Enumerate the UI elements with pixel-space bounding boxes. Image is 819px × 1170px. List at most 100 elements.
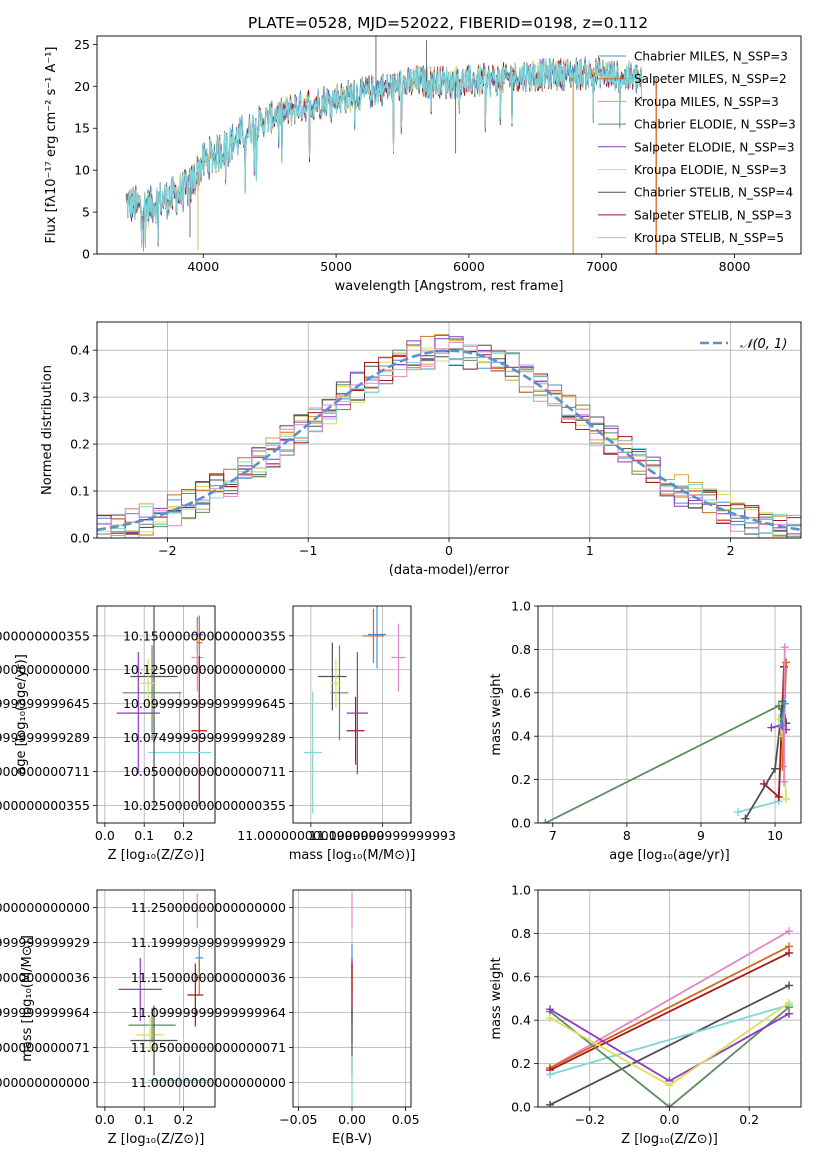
y-tick-label: 0.6 bbox=[511, 685, 531, 700]
y-tick-label: 10.050000000000000711 bbox=[0, 764, 90, 779]
x-tick-label: 0.0 bbox=[95, 1112, 115, 1127]
axes-frame bbox=[96, 889, 216, 1108]
weight-marker-salpeter_miles bbox=[778, 762, 787, 771]
legend-label-kroupa_stelib: Kroupa STELIB, N_SSP=5 bbox=[634, 231, 784, 245]
x-tick-label: 9 bbox=[697, 828, 705, 843]
weight-line-salpeter_miles bbox=[549, 945, 790, 1069]
y-tick-label: 11.00000000000000000 bbox=[0, 1075, 90, 1090]
weight-marker-chabrier_stelib bbox=[785, 981, 794, 990]
y-tick-label: 0.4 bbox=[511, 729, 531, 744]
x-axis-label: Z [log₁₀(Z/Z⊙)] bbox=[108, 848, 205, 863]
x-tick-label: −2 bbox=[158, 543, 176, 558]
x-axis-label: mass [log₁₀(M/M⊙)] bbox=[289, 848, 416, 863]
y-axis-label: Flux [fλ10⁻¹⁷ erg cm⁻² s⁻¹ A⁻¹] bbox=[44, 47, 59, 244]
weight-marker-pink bbox=[780, 643, 789, 652]
y-tick-label: 0.3 bbox=[70, 390, 90, 405]
weight-marker-chabrier_stelib bbox=[741, 814, 750, 823]
y-tick-label: 11.09999999999999964 bbox=[131, 1005, 286, 1020]
legend-label-kroupa_elodie: Kroupa ELODIE, N_SSP=3 bbox=[634, 163, 787, 177]
x-axis-label: Z [log₁₀(Z/Z⊙)] bbox=[621, 1132, 718, 1147]
x-tick-label: 0.2 bbox=[739, 1112, 759, 1127]
y-tick-label: 0.0 bbox=[511, 1100, 531, 1115]
y-tick-label: 0.2 bbox=[511, 1056, 531, 1071]
y-tick-label: 11.19999999999999929 bbox=[0, 935, 90, 950]
weight-marker-kroupa_stelib bbox=[545, 1070, 554, 1079]
y-tick-label: 10.025000000000000355 bbox=[0, 798, 90, 813]
x-tick-label: 0.1 bbox=[134, 1112, 154, 1127]
plot-area-mass_weight_vs_z bbox=[545, 927, 794, 1107]
y-tick-label: 11.00000000000000000 bbox=[131, 1075, 286, 1090]
y-tick-label: 10.150000000000000355 bbox=[123, 628, 286, 643]
weight-marker-chabrier_stelib bbox=[771, 764, 780, 773]
y-tick-label: 11.25000000000000000 bbox=[131, 900, 286, 915]
x-tick-label: 0.0 bbox=[95, 828, 115, 843]
y-tick-label: 1.0 bbox=[511, 883, 531, 898]
y-tick-label: 10 bbox=[74, 163, 90, 178]
figure-title: PLATE=0528, MJD=52022, FIBERID=0198, z=0… bbox=[248, 14, 648, 32]
x-axis-label: (data-model)/error bbox=[389, 563, 510, 578]
axes-mass_vs_z: 0.0 0.1 0.2 11.00000000000000000 11.05000000… bbox=[0, 889, 216, 1147]
weight-marker-kroupa_elodie bbox=[665, 1081, 674, 1090]
weight-marker-chabrier_miles bbox=[776, 721, 785, 730]
y-tick-label: 15 bbox=[74, 121, 90, 136]
y-tick-label: 10.074999999999999289 bbox=[0, 730, 90, 745]
y-tick-label: 11.09999999999999964 bbox=[0, 1005, 90, 1020]
weight-line-chabrier_elodie bbox=[549, 1006, 790, 1107]
x-tick-label: 7000 bbox=[586, 259, 618, 274]
axes-frame bbox=[96, 321, 802, 539]
y-tick-label: 5 bbox=[82, 205, 90, 220]
x-axis-label: age [log₁₀(age/yr)] bbox=[609, 848, 730, 863]
axes-mass_weight_vs_age: 7 8 9 10 0.0 0.2 0.4 0.6 0.8 1.0 age [log₁₀(age/yr… bbox=[489, 599, 802, 863]
y-tick-label: 10.099999999999999645 bbox=[0, 696, 90, 711]
axes-frame bbox=[96, 605, 216, 824]
weight-marker-pink bbox=[779, 777, 788, 786]
weight-line-kroupa_stelib bbox=[549, 1004, 790, 1076]
y-tick-label: 10.050000000000000711 bbox=[123, 764, 286, 779]
x-tick-label: 11.1999999999999993 bbox=[309, 828, 456, 843]
y-tick-label: 11.19999999999999929 bbox=[131, 935, 286, 950]
legend-label-chabrier_miles: Chabrier MILES, N_SSP=3 bbox=[634, 50, 788, 64]
weight-marker-pink bbox=[785, 927, 794, 936]
axes-frame bbox=[96, 35, 802, 255]
histogram-kroupa_stelib bbox=[97, 344, 801, 538]
y-tick-label: 10.150000000000000355 bbox=[0, 628, 90, 643]
y-axis-label: Normed distribution bbox=[40, 365, 55, 495]
x-axis-label: wavelength [Angstrom, rest frame] bbox=[335, 279, 564, 294]
weight-marker-salpeter_stelib bbox=[785, 948, 794, 957]
histogram-salpeter_elodie bbox=[97, 336, 801, 535]
axes-frame bbox=[537, 605, 802, 824]
weight-line-pink bbox=[783, 647, 786, 782]
x-tick-label: 0.2 bbox=[174, 1112, 194, 1127]
y-tick-label: 0.1 bbox=[70, 484, 90, 499]
y-tick-label: 0.8 bbox=[511, 642, 531, 657]
y-tick-label: 11.05000000000000071 bbox=[0, 1040, 90, 1055]
weight-line-chabrier_stelib bbox=[549, 984, 790, 1106]
y-tick-label: 11.05000000000000071 bbox=[131, 1040, 286, 1055]
x-tick-label: 0.00 bbox=[338, 1112, 366, 1127]
y-axis-label: mass [log₁₀(M/M⊙)] bbox=[20, 935, 35, 1062]
y-tick-label: 0.0 bbox=[511, 816, 531, 831]
axes-mass_weight_vs_z: −0.2 0.0 0.2 0.0 0.2 0.4 0.6 0.8 1.0 Z [log₁₀(Z/Z… bbox=[489, 883, 802, 1147]
weight-marker-kroupa_elodie bbox=[778, 732, 787, 741]
y-tick-label: 10.099999999999999645 bbox=[123, 696, 286, 711]
y-tick-label: 10.074999999999999289 bbox=[123, 730, 286, 745]
legend-label-kroupa_miles: Kroupa MILES, N_SSP=3 bbox=[634, 95, 779, 109]
weight-marker-salpeter_miles bbox=[782, 658, 791, 667]
x-tick-label: 0.0 bbox=[660, 1112, 680, 1127]
x-tick-label: 7 bbox=[549, 828, 557, 843]
weight-marker-salpeter_elodie bbox=[785, 1009, 794, 1018]
weight-marker-chabrier_elodie bbox=[541, 819, 550, 823]
y-tick-label: 11.15000000000000036 bbox=[131, 970, 286, 985]
y-tick-label: 0.6 bbox=[511, 969, 531, 984]
weight-marker-chabrier_elodie bbox=[665, 1103, 674, 1107]
x-tick-label: 5000 bbox=[320, 259, 352, 274]
weight-marker-salpeter_stelib bbox=[774, 792, 783, 801]
axes-spectrum: 4000 5000 6000 7000 8000 0 5 10 15 20 25 wavelength… bbox=[44, 35, 802, 294]
weight-marker-chabrier_miles bbox=[780, 699, 789, 708]
x-axis-label: Z [log₁₀(Z/Z⊙)] bbox=[108, 1132, 205, 1147]
x-tick-label: 0.1 bbox=[134, 828, 154, 843]
spectrum-legend: Chabrier MILES, N_SSP=3 Salpeter MILES, N… bbox=[598, 50, 796, 245]
x-tick-label: 10 bbox=[767, 828, 783, 843]
legend-label-salpeter_miles: Salpeter MILES, N_SSP=2 bbox=[634, 72, 787, 86]
